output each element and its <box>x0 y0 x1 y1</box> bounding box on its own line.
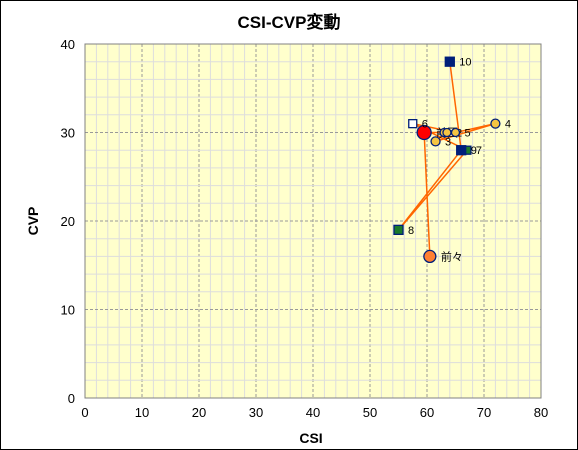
data-point <box>408 119 418 129</box>
x-tick-label: 60 <box>420 405 434 420</box>
x-tick-label: 20 <box>192 405 206 420</box>
point-label: 7 <box>476 145 482 157</box>
data-point <box>444 56 455 67</box>
point-label: 9 <box>471 145 477 157</box>
x-tick-label: 10 <box>135 405 149 420</box>
y-tick-label: 40 <box>61 37 75 52</box>
x-tick-label: 40 <box>306 405 320 420</box>
y-tick-label: 10 <box>61 303 75 318</box>
data-point <box>423 249 437 264</box>
plot-area: 01020304050607080010203040前々前回1234567891… <box>61 37 549 420</box>
data-point <box>416 124 432 141</box>
x-tick-label: 0 <box>81 405 88 420</box>
y-tick-label: 0 <box>68 391 75 406</box>
point-label: 10 <box>459 57 471 69</box>
plot-border <box>84 43 542 399</box>
point-label: 3 <box>445 136 451 148</box>
point-label: 5 <box>465 128 471 140</box>
x-tick-label: 80 <box>534 405 548 420</box>
point-label: 4 <box>505 119 511 131</box>
y-axis-label: CVP <box>25 207 41 236</box>
data-point <box>442 127 452 138</box>
x-axis-label: CSI <box>299 430 322 446</box>
x-tick-label: 70 <box>477 405 491 420</box>
data-point <box>490 118 501 129</box>
point-label: 前々 <box>441 249 463 263</box>
y-tick-label: 30 <box>61 126 75 141</box>
point-label: 8 <box>408 225 414 237</box>
chart-title: CSI-CVP変動 <box>238 12 341 32</box>
data-point <box>430 136 441 147</box>
data-point <box>456 145 467 156</box>
point-label: 6 <box>422 119 428 131</box>
data-point <box>393 224 404 236</box>
x-tick-label: 50 <box>363 405 377 420</box>
data-point <box>450 127 461 138</box>
x-tick-label: 30 <box>249 405 263 420</box>
y-tick-label: 20 <box>61 214 75 229</box>
